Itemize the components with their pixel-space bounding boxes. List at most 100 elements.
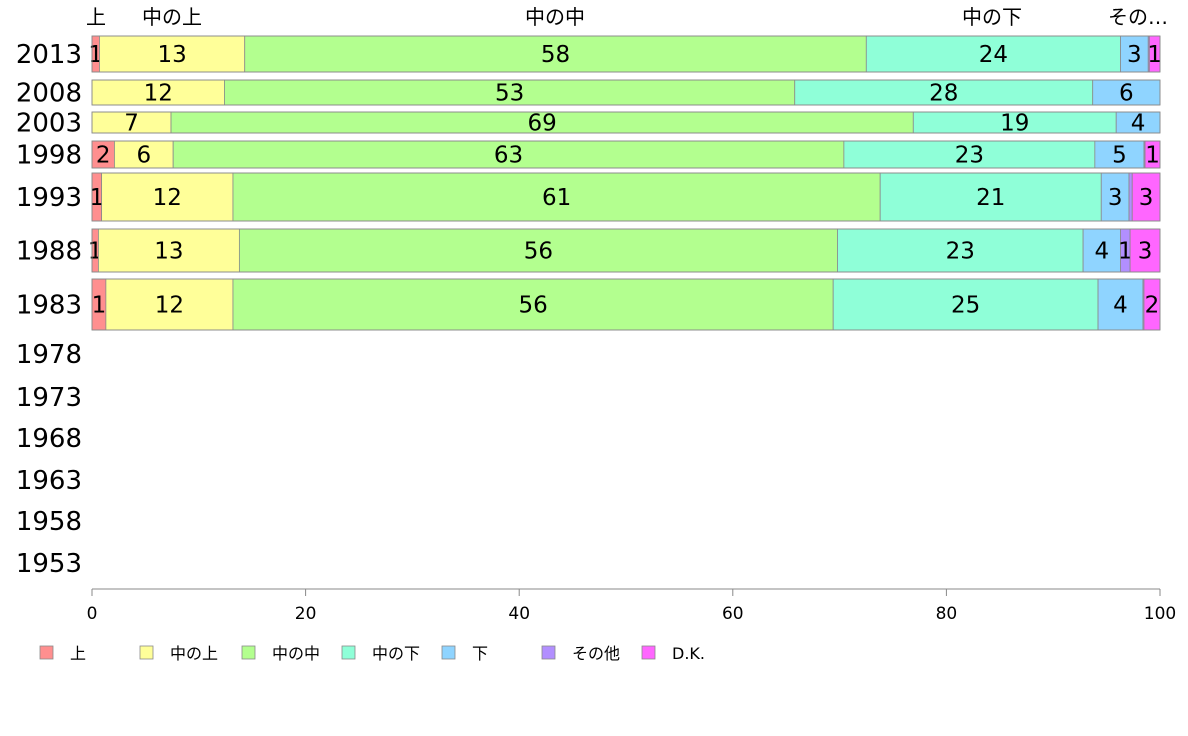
bar-segment: [232, 172, 881, 222]
bar-segment: [114, 140, 174, 169]
x-tick-label: 80: [936, 604, 958, 624]
data-label: 1: [1118, 239, 1133, 265]
bar-outline: [91, 79, 1161, 106]
legend-label: 中の下: [372, 644, 420, 663]
top-category-label: 中の下: [962, 5, 1022, 29]
bar-outline: [91, 228, 1161, 273]
data-label: 12: [153, 185, 182, 211]
data-label: 61: [542, 185, 571, 211]
data-label: 1: [89, 185, 104, 211]
data-label: 7: [124, 111, 139, 137]
legend-swatch: [39, 645, 54, 660]
year-label: 1958: [16, 507, 82, 537]
data-label: 69: [528, 111, 557, 137]
data-label: 23: [955, 143, 984, 169]
data-label: 12: [155, 293, 184, 319]
data-label: 6: [1119, 81, 1134, 107]
bars: 1 13 58 24 3 112 53 28 67 69 19 42 6 63 23 5 11 12 61 21 3 31…: [88, 35, 1162, 331]
data-label: 12: [144, 81, 173, 107]
bar-row: 2 6 63 23 5 1: [91, 140, 1161, 169]
year-label: 2008: [16, 79, 82, 109]
x-tick-label: 20: [295, 604, 317, 624]
legend-swatch: [541, 645, 556, 660]
data-label: 3: [1127, 42, 1142, 68]
legend-label: 中の中: [272, 644, 320, 663]
bar-segment: [98, 228, 240, 273]
data-label: 13: [157, 42, 186, 68]
x-tick-label: 40: [508, 604, 530, 624]
year-label: 1963: [16, 466, 82, 496]
top-category-label: その…: [1108, 5, 1168, 29]
year-label: 1968: [16, 424, 82, 454]
data-label: 3: [1139, 185, 1154, 211]
bar-row: 1 13 58 24 3 1: [88, 35, 1162, 73]
bar-row: 1 13 56 23 4 1 3: [88, 228, 1161, 273]
data-label: 56: [518, 293, 547, 319]
data-label: 53: [495, 81, 524, 107]
legend-label: その他: [572, 644, 620, 663]
data-label: 4: [1113, 293, 1128, 319]
data-label: 3: [1138, 239, 1153, 265]
bar-segment: [99, 35, 246, 73]
bar-row: 7 69 19 4: [91, 111, 1161, 137]
data-label: 25: [951, 293, 980, 319]
data-label: 58: [541, 42, 570, 68]
top-category-labels: 上 中の上 中の中 中の下 その…: [86, 5, 1168, 29]
year-label: 1953: [16, 549, 82, 579]
year-label: 1983: [16, 291, 82, 321]
data-label: 3: [1108, 185, 1123, 211]
legend-swatch: [641, 645, 656, 660]
top-category-label: 中の中: [525, 5, 585, 29]
bar-outline: [91, 111, 1161, 134]
bar-row: 1 12 56 25 4 2: [91, 278, 1161, 331]
bar-segment: [794, 79, 1094, 106]
legend-swatch: [241, 645, 256, 660]
x-axis: 0 20 40 60 80 100: [87, 588, 1176, 624]
year-label: 1978: [16, 340, 82, 370]
data-label: 28: [929, 81, 958, 107]
bar-segment: [1094, 140, 1145, 169]
bar-segment: [101, 172, 234, 222]
year-label: 1988: [16, 237, 82, 267]
data-label: 21: [976, 185, 1005, 211]
year-label: 2003: [16, 109, 82, 139]
top-category-label: 上: [86, 5, 106, 29]
data-label: 4: [1131, 111, 1146, 137]
data-label: 1: [1145, 143, 1160, 169]
x-tick-label: 0: [87, 604, 98, 624]
data-label: 19: [1000, 111, 1029, 137]
bar-outline: [91, 140, 1161, 169]
year-label: 1993: [16, 183, 82, 213]
data-label: 24: [979, 42, 1008, 68]
legend-swatch: [441, 645, 456, 660]
legend-label: D.K.: [672, 644, 705, 663]
bar-segment: [865, 35, 1121, 73]
legend-swatch: [139, 645, 154, 660]
data-label: 56: [524, 239, 553, 265]
data-label: 2: [96, 143, 111, 169]
legend-label: 上: [70, 644, 86, 663]
top-category-label: 中の上: [142, 5, 202, 29]
year-label: 1998: [16, 141, 82, 171]
data-label: 1: [92, 293, 107, 319]
legend-swatch: [341, 645, 356, 660]
data-label: 13: [154, 239, 183, 265]
data-label: 6: [136, 143, 151, 169]
data-label: 1: [1147, 42, 1162, 68]
legend-label: 下: [472, 644, 488, 663]
legend-label: 中の上: [170, 644, 218, 663]
data-label: 23: [946, 239, 975, 265]
x-tick-label: 100: [1144, 604, 1176, 624]
bar-segment: [1128, 172, 1133, 222]
data-label: 63: [494, 143, 523, 169]
data-label: 5: [1112, 143, 1127, 169]
x-tick-label: 60: [722, 604, 744, 624]
data-label: 4: [1094, 239, 1109, 265]
legend: 上 中の上 中の中 中の下 下 その他 D.K.: [39, 644, 705, 663]
bar-outline: [91, 172, 1161, 222]
bar-segment: [879, 172, 1102, 222]
year-label: 1973: [16, 383, 82, 413]
